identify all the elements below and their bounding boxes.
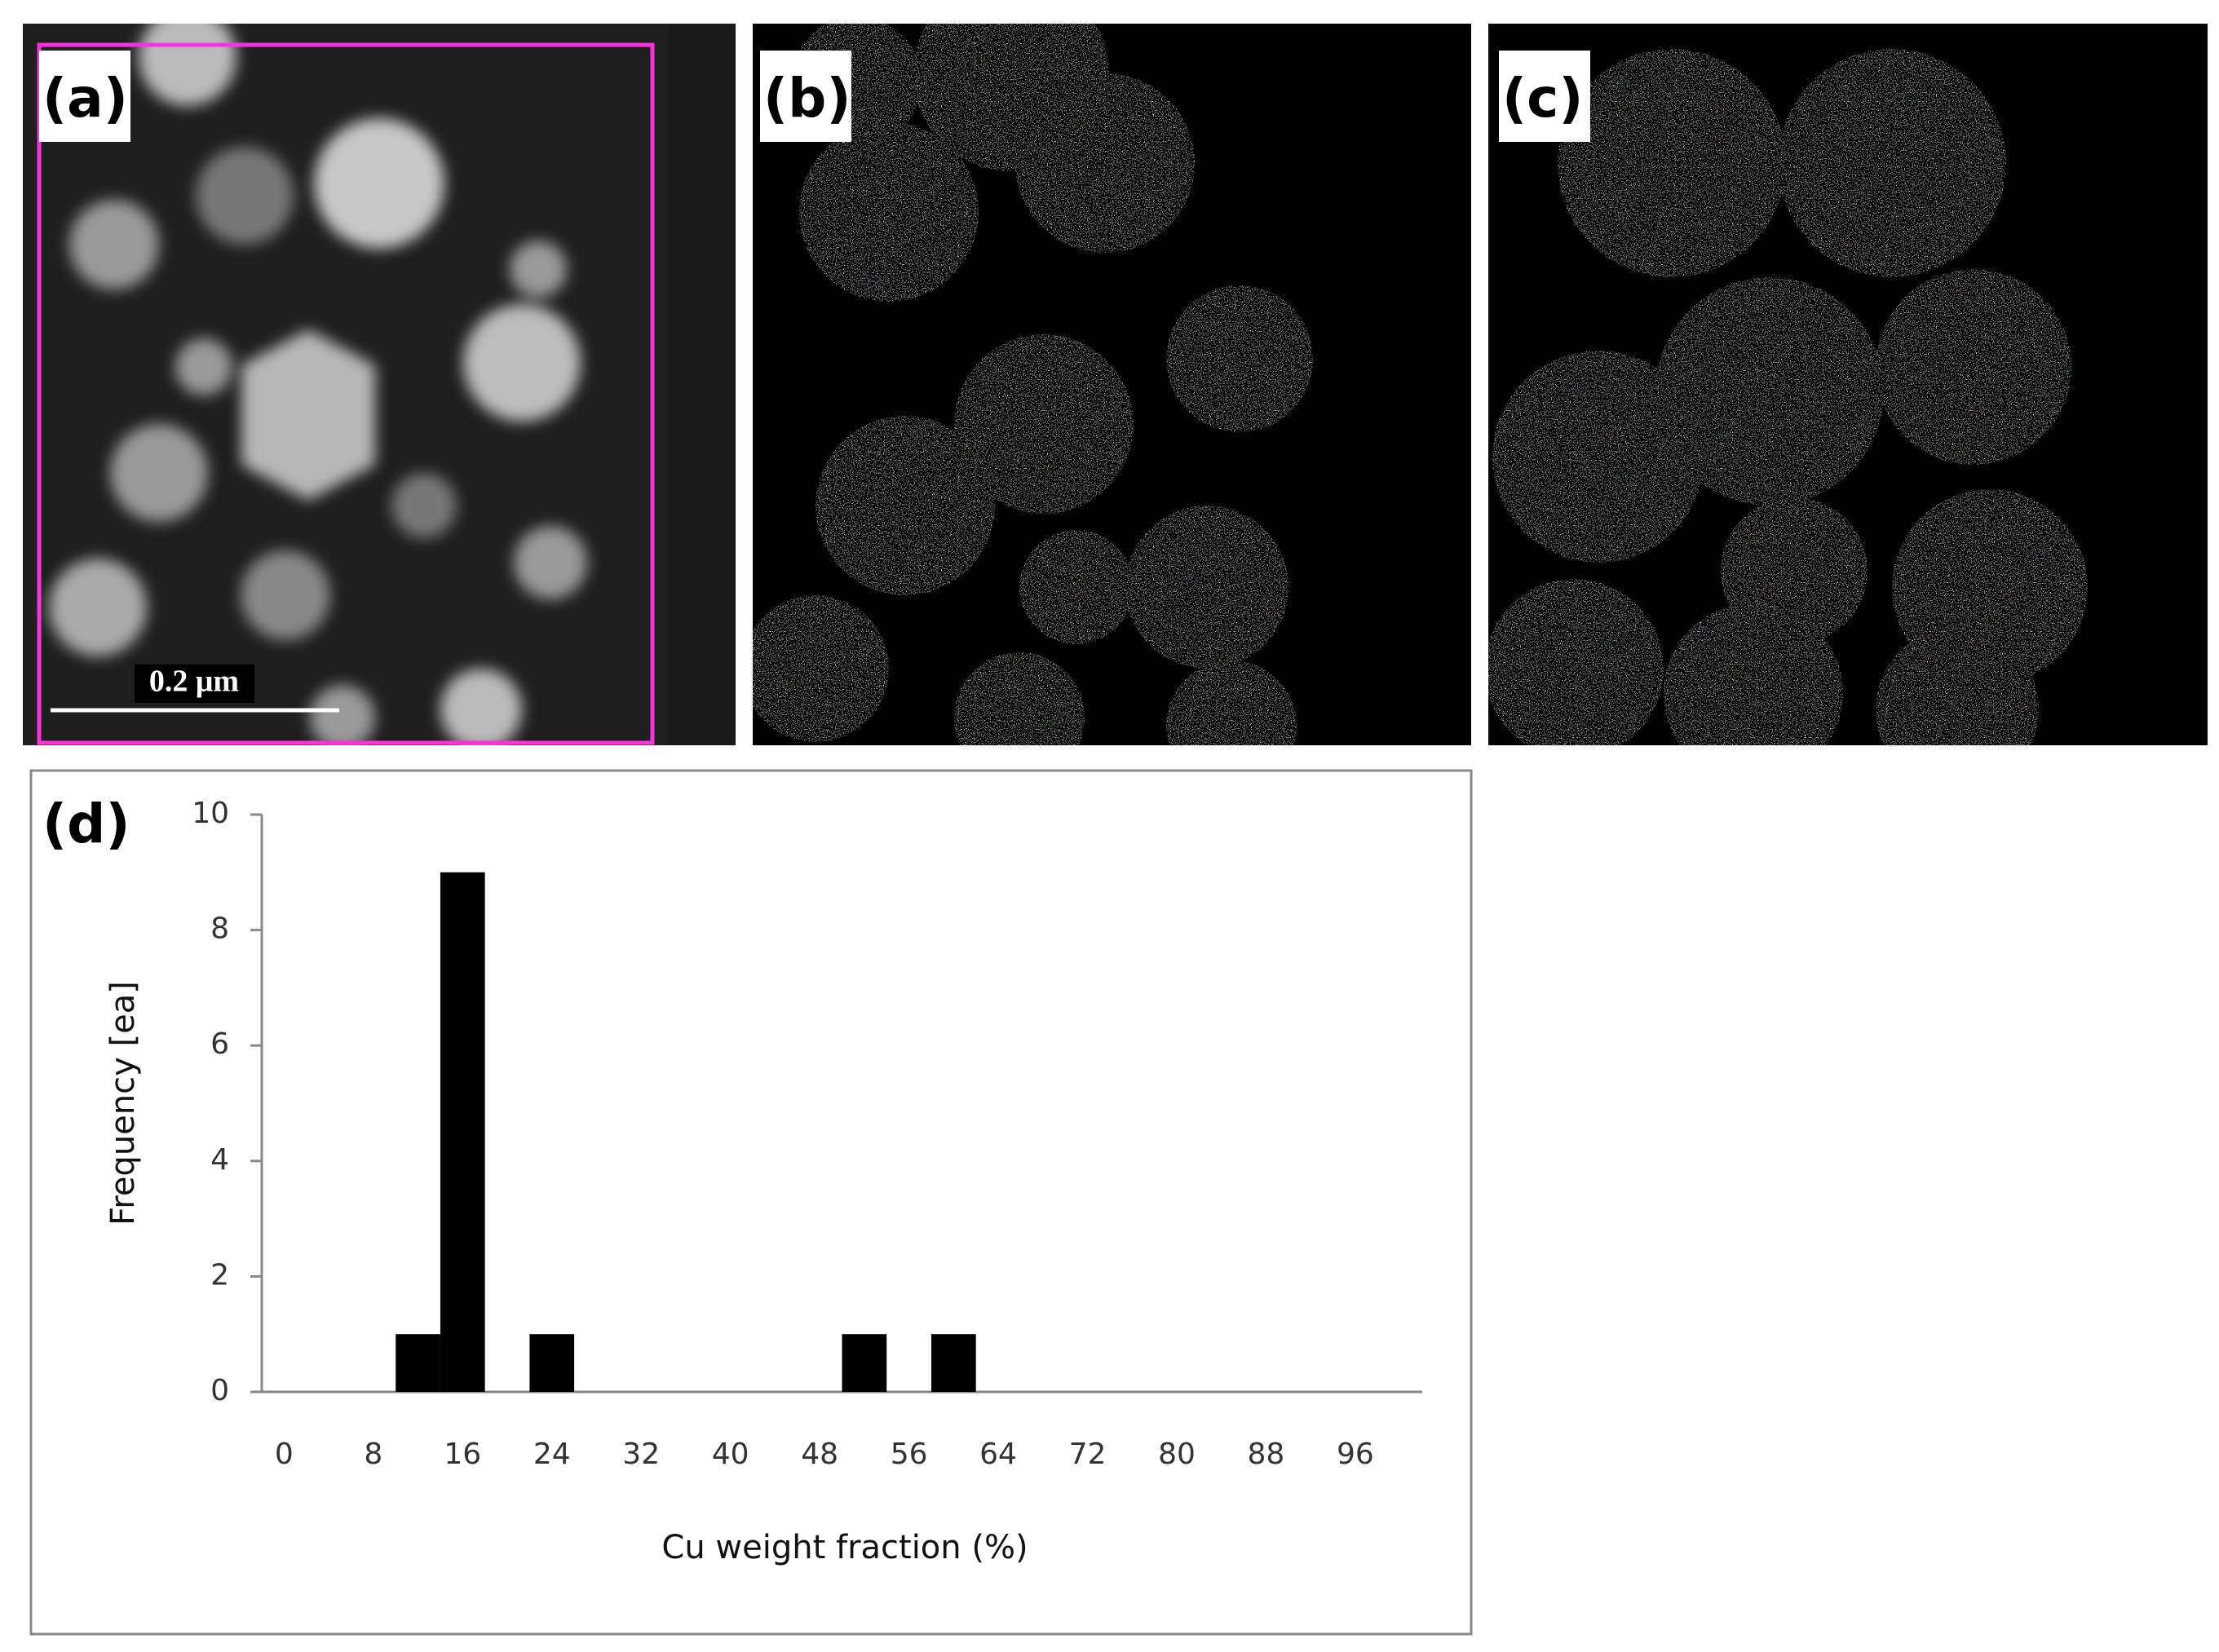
x-tick-label: 80	[1158, 1438, 1196, 1471]
x-tick-label: 56	[891, 1438, 928, 1471]
x-tick-label: 16	[444, 1438, 481, 1471]
x-tick-label: 0	[275, 1438, 294, 1471]
eds-map	[1488, 24, 2208, 745]
x-tick-label: 24	[533, 1438, 571, 1471]
bar	[396, 1334, 440, 1392]
x-tick-label: 8	[364, 1438, 382, 1471]
x-tick-label: 48	[801, 1438, 838, 1471]
panel-label: (c)	[1502, 67, 1583, 130]
x-tick-label: 32	[622, 1438, 660, 1471]
tem-image	[23, 24, 736, 745]
y-tick-label: 0	[210, 1374, 229, 1407]
x-tick-label: 96	[1337, 1438, 1374, 1471]
eds-map	[753, 24, 1471, 745]
x-tick-label: 72	[1069, 1438, 1107, 1471]
y-axis-title: Frequency [ea]	[104, 981, 142, 1226]
bar	[930, 1334, 976, 1392]
y-tick-label: 2	[210, 1258, 229, 1292]
y-tick-label: 10	[192, 797, 229, 830]
y-tick-label: 6	[210, 1027, 229, 1061]
panel-label: (b)	[763, 67, 851, 130]
x-axis-title: Cu weight fraction (%)	[661, 1529, 1028, 1566]
bar	[842, 1334, 887, 1392]
bar	[440, 872, 485, 1392]
label-bg	[39, 51, 130, 142]
label-bg	[1499, 51, 1590, 142]
scale-bar-label: 0.2 μm	[149, 665, 239, 699]
x-tick-label: 64	[979, 1438, 1017, 1471]
x-tick-label: 88	[1248, 1438, 1285, 1471]
x-tick-label: 40	[712, 1438, 749, 1471]
y-tick-label: 8	[210, 912, 229, 946]
y-tick-label: 4	[210, 1143, 229, 1177]
bar	[529, 1334, 575, 1392]
chart-frame	[29, 769, 1473, 1636]
label-bg	[760, 51, 851, 142]
panel-label: (d)	[42, 793, 130, 855]
panel-label: (a)	[42, 67, 128, 130]
